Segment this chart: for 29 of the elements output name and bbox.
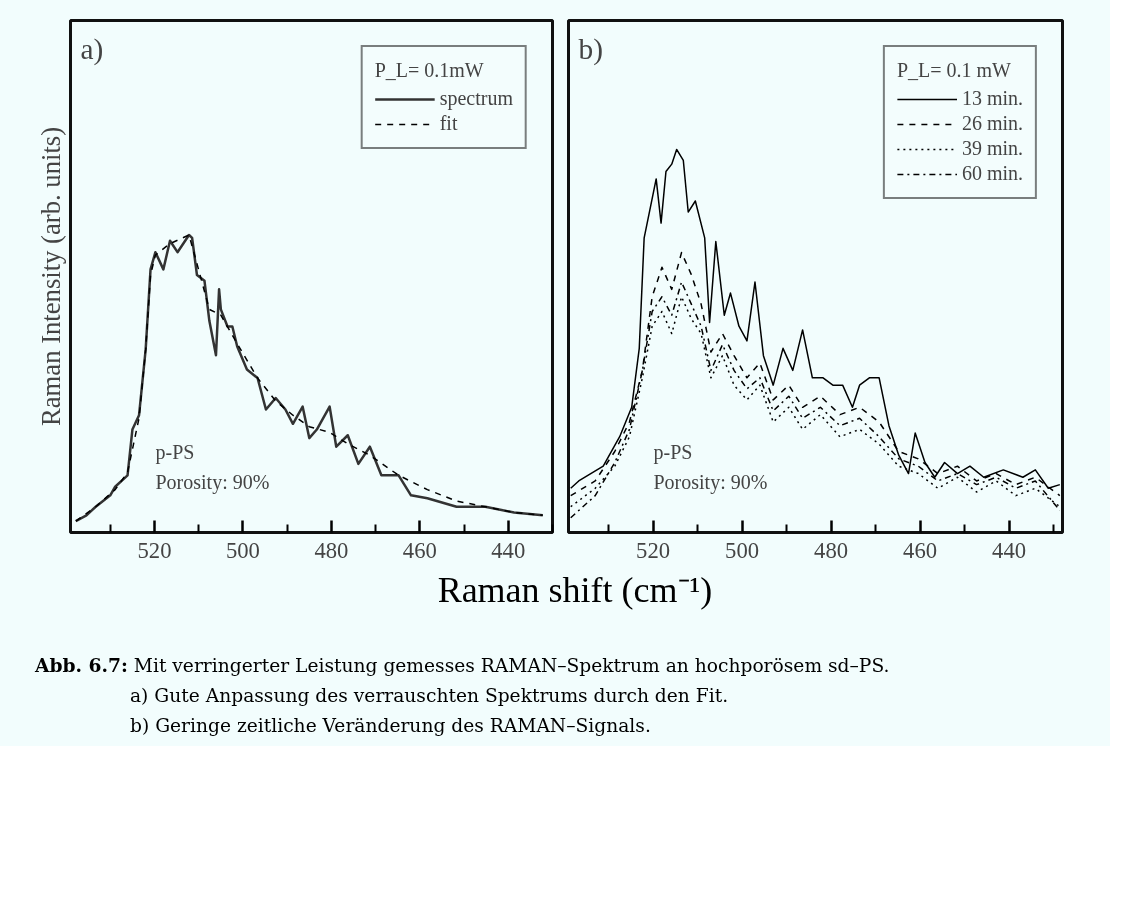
annotation: p-PS	[653, 440, 693, 464]
legend-title: P_L= 0.1mW	[374, 59, 485, 82]
text: b) Geringe zeitliche Veränderung des RAMAN–Signals.	[129, 715, 651, 737]
y-axis-title: Raman Intensity (arb. units)	[35, 126, 66, 427]
legend-label: fit	[439, 112, 459, 135]
legend-label: 39 min.	[961, 137, 1023, 160]
x-tick-label: 440	[992, 537, 1027, 563]
annotation: p-PS	[155, 440, 195, 464]
x-tick-label: 500	[225, 537, 260, 563]
x-tick-label: 520	[137, 537, 172, 563]
x-axis-title: Raman shift (cm⁻¹)	[437, 569, 713, 612]
text: a) Gute Anpassung des verrauschten Spektrums durch den Fit.	[129, 685, 729, 707]
legend-label: 60 min.	[961, 162, 1023, 185]
legend-label: 13 min.	[961, 87, 1023, 110]
x-tick-label: 460	[903, 537, 938, 563]
x-tick-label: 480	[314, 537, 349, 563]
legend-label: 26 min.	[961, 112, 1023, 135]
text: a)	[80, 32, 104, 66]
x-tick-label: 480	[814, 537, 849, 563]
text: b)	[578, 32, 603, 66]
x-tick-label: 440	[491, 537, 526, 563]
x-tick-label: 520	[636, 537, 671, 563]
caption: Abb. 6.7: Mit verringerter Leistung gemesses RAMAN–Spektrum an hochporösem sd–PS.	[35, 654, 890, 677]
legend-title: P_L= 0.1 mW	[896, 59, 1012, 82]
annotation: Porosity: 90%	[653, 470, 768, 494]
x-tick-label: 460	[402, 537, 437, 563]
annotation: Porosity: 90%	[155, 470, 270, 494]
x-tick-label: 500	[725, 537, 760, 563]
legend-label: spectrum	[439, 87, 513, 110]
